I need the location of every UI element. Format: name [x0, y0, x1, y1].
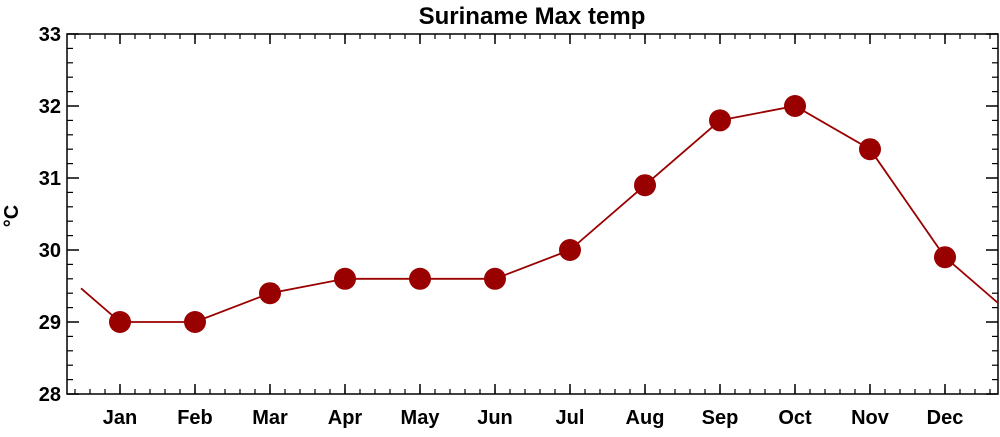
x-tick-label: Jun: [477, 407, 513, 429]
y-axis-label: °C: [1, 205, 23, 227]
x-tick-label: Oct: [778, 407, 812, 429]
data-point: [334, 267, 356, 290]
data-point: [109, 311, 131, 333]
data-point: [709, 109, 731, 132]
x-tick-label: Mar: [252, 407, 288, 429]
x-tick-label: Nov: [851, 407, 890, 429]
x-tick-label: Dec: [927, 407, 964, 429]
x-tick-label: Feb: [177, 407, 213, 429]
y-tick-label: 28: [39, 384, 61, 406]
data-point: [484, 267, 506, 290]
y-tick-label: 31: [39, 168, 61, 190]
x-tick-label: Sep: [702, 407, 739, 429]
data-point: [859, 138, 881, 161]
plot-frame: [66, 33, 999, 395]
y-tick-label: 30: [39, 240, 61, 262]
data-point: [634, 174, 656, 197]
y-tick-label: 33: [39, 24, 61, 46]
x-tick-label: Jan: [103, 407, 137, 429]
data-point: [934, 246, 956, 269]
series-layer: [80, 95, 999, 333]
y-tick-label: 32: [39, 96, 61, 118]
y-tick-label: 29: [39, 312, 61, 334]
data-point: [409, 267, 431, 290]
y-axis-ticks: 28 29 30 31 32 33: [39, 24, 998, 406]
data-point: [559, 239, 581, 261]
x-axis-ticks: Jan Feb Mar Apr May Jun Jul Aug Sep Oct Nov Dec: [74, 34, 991, 429]
data-point: [784, 95, 806, 117]
data-point: [184, 311, 206, 333]
x-tick-label: Apr: [328, 407, 363, 429]
x-tick-label: Aug: [626, 407, 665, 429]
x-tick-label: Jul: [556, 407, 585, 429]
chart-title: Suriname Max temp: [419, 3, 646, 30]
data-point: [259, 282, 281, 305]
x-tick-label: May: [401, 407, 441, 429]
series-line: [80, 105, 999, 323]
